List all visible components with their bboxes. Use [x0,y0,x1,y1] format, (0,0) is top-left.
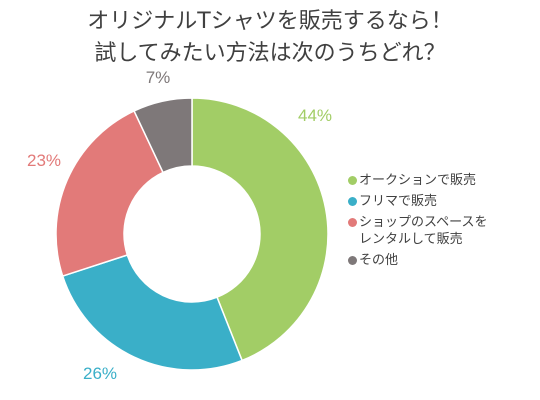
slice-1-value-label: 44% [298,106,332,125]
legend-label: オークションで販売 [359,173,477,188]
chart-title: オリジナルTシャツを販売するなら！ 試してみたい方法は次のうちどれ？ [0,6,540,70]
slice-4 [133,97,193,174]
slice-3-value-label: 23% [27,151,61,170]
chart-title-line-1: オリジナルTシャツを販売するなら！ [87,9,453,34]
legend-item-4: その他 [348,252,538,269]
legend-marker [348,218,357,227]
legend-label: ショップのスペースを レンタルして販売 [359,215,488,247]
legend: オークションで販売 フリマで販売ショップのスペースを レンタルして販売その他 [348,172,538,273]
chart-title-line-2: 試してみたい方法は次のうちどれ？ [94,41,446,66]
legend-item-1: オークションで販売 [348,172,538,189]
legend-item-2: フリマで販売 [348,193,538,210]
legend-item-3: ショップのスペースを レンタルして販売 [348,214,538,248]
legend-marker [348,197,357,206]
slice-1 [191,97,329,362]
legend-marker [348,176,357,185]
slice-2-value-label: 26% [83,364,117,383]
slice-3 [55,109,165,277]
legend-label: その他 [359,253,399,268]
slice-2 [61,254,244,371]
legend-label: フリマで販売 [359,194,438,209]
legend-marker [348,256,357,265]
slice-4-value-label: 7% [146,68,171,87]
